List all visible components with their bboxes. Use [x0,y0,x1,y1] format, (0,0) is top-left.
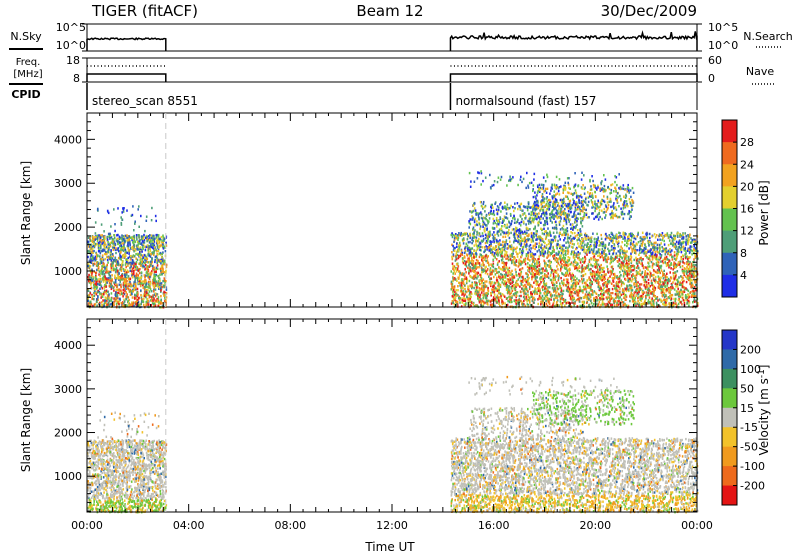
freq-left-tick-bottom: 8 [73,72,80,85]
freq-left-label-line1: Freq. [16,57,41,68]
power-echo-field [87,170,699,309]
freq-frame [86,57,698,83]
colorbar-swatch [722,230,737,254]
cpid-entry: normalsound (fast) 157 [455,94,596,108]
date-title: 30/Dec/2009 [601,2,697,20]
frequency-trace [449,73,698,82]
x-tick-label: 20:00 [579,519,611,532]
noise-trace [449,30,698,51]
colorbar-tick-label: 100 [740,363,761,376]
colorbar-swatch [722,407,737,428]
cpid-panel: stereo_scan 8551 normalsound (fast) 157 [86,83,698,110]
noise-panel [82,23,702,52]
colorbar-tick-label: 20 [740,180,754,193]
velocity-colorbar-label: Velocity [m s-1] [757,365,771,456]
colorbar-swatch [722,485,737,506]
noise-left-tick-top: 10^5 [56,21,86,34]
colorbar-swatch [722,164,737,187]
colorbar-swatch [722,388,737,409]
velocity-panel: 1000 2000 3000 4000 00:00 04:00 08:00 12:00 16:0… [54,318,713,532]
colorbar-swatch [722,142,737,165]
noise-right-tick-bottom: 10^0 [708,39,738,52]
y-tick-label: 4000 [54,339,82,352]
colorbar-tick-label: 12 [740,225,754,238]
beam-title: Beam 12 [356,2,423,20]
y-tick-label: 1000 [54,265,82,278]
colorbar-swatch [722,466,737,487]
freq-left-tick-top: 18 [66,54,80,67]
x-tick-label: 16:00 [478,519,510,532]
y-tick-label: 3000 [54,383,82,396]
x-tick-label: 04:00 [173,519,205,532]
velocity-ylabel: Slant Range [km] [19,368,33,472]
freq-right-tick-top: 60 [708,54,722,67]
colorbar-tick-label: -100 [740,460,765,473]
noise-left-label: N.Sky [10,30,42,43]
colorbar-swatch [722,252,737,276]
y-tick-label: 2000 [54,427,82,440]
velocity-colorbar: 200 100 50 15 -15 -50 -100 -200 [721,329,765,506]
colorbar-tick-label: 15 [740,402,754,415]
cpid-label: CPID [11,88,40,101]
colorbar-tick-label: -50 [740,441,758,454]
freq-left-label-line2: [MHz] [13,69,42,80]
station-title: TIGER (fitACF) [91,2,198,20]
colorbar-tick-label: 16 [740,203,754,216]
x-tick-label: 00:00 [681,519,713,532]
colorbar-swatch [722,349,737,370]
y-tick-label: 3000 [54,177,82,190]
colorbar-swatch [722,427,737,448]
y-tick-label: 1000 [54,470,82,483]
colorbar-tick-label: 8 [740,247,747,260]
freq-right-label: Nave [746,65,774,78]
noise-right-label: N.Search [743,30,793,43]
colorbar-swatch [722,274,737,298]
noise-left-tick-bottom: 10^0 [56,39,86,52]
colorbar-swatch [722,186,737,209]
colorbar-tick-label: -200 [740,480,765,493]
y-tick-label: 2000 [54,221,82,234]
colorbar-tick-label: -15 [740,421,758,434]
noise-right-tick-top: 10^5 [708,21,738,34]
x-axis-label: Time UT [364,540,415,554]
colorbar-swatch [722,446,737,467]
power-ylabel: Slant Range [km] [19,161,33,265]
colorbar-tick-label: 4 [740,269,747,282]
colorbar-swatch [722,120,737,143]
power-panel: 1000 2000 3000 4000 [54,112,699,309]
colorbar-swatch [722,368,737,389]
noise-trace [86,36,167,51]
colorbar-tick-label: 28 [740,136,754,149]
colorbar-frame [721,329,738,506]
colorbar-tick-label: 24 [740,158,754,171]
colorbar-tick-label: 200 [740,343,761,356]
power-colorbar-label: Power [dB] [757,180,771,245]
velocity-echo-field [87,375,699,514]
freq-right-tick-bottom: 0 [708,72,715,85]
x-tick-label: 00:00 [71,519,103,532]
colorbar-swatch [722,208,737,232]
x-tick-label: 12:00 [376,519,408,532]
colorbar-swatch [722,330,737,350]
frequency-panel [82,57,702,83]
power-colorbar: 4 8 12 16 20 24 28 [721,119,754,298]
x-tick-label: 08:00 [274,519,306,532]
cpid-entry: stereo_scan 8551 [92,94,198,108]
frequency-trace [86,73,167,82]
y-tick-label: 4000 [54,133,82,146]
colorbar-tick-label: 50 [740,382,754,395]
